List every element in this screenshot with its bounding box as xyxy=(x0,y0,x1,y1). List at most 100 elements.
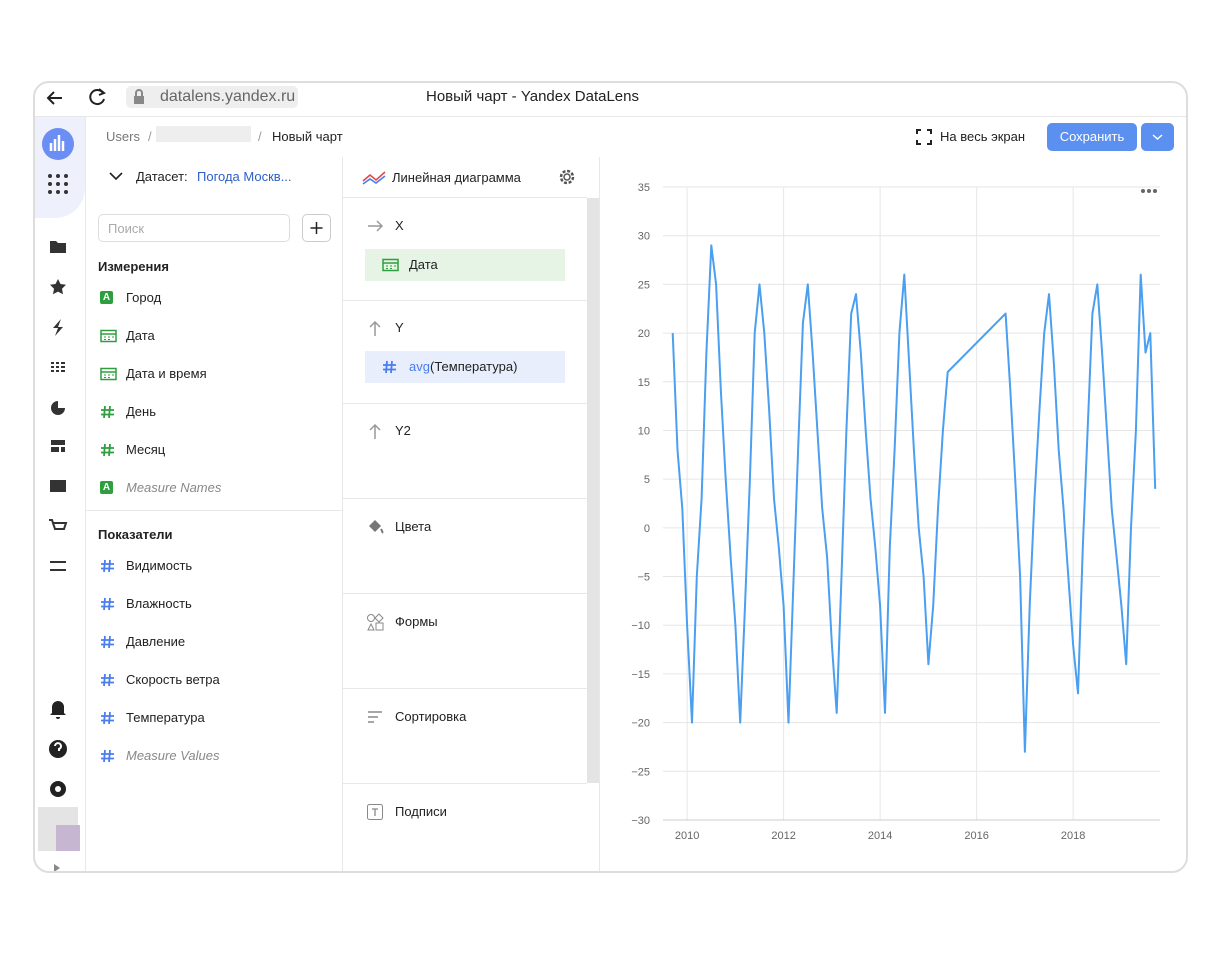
section-icon xyxy=(366,217,384,235)
connections-icon[interactable] xyxy=(53,319,63,336)
notifications-icon[interactable] xyxy=(50,701,66,719)
field[interactable]: Measure Names xyxy=(126,480,222,495)
x-tick-label: 2014 xyxy=(868,830,892,842)
field[interactable]: Город xyxy=(126,290,162,305)
chart-settings-icon[interactable] xyxy=(557,167,577,187)
fullscreen-icon[interactable] xyxy=(916,129,932,145)
type-icon xyxy=(100,673,116,687)
collapse-icon[interactable] xyxy=(108,170,124,184)
y-tick-label: 25 xyxy=(638,279,650,291)
scrollbar[interactable] xyxy=(587,198,599,783)
search-input[interactable]: Поиск xyxy=(98,214,290,242)
section-label: Подписи xyxy=(395,804,447,819)
field[interactable]: Видимость xyxy=(126,558,193,573)
section-label: Цвета xyxy=(395,519,432,534)
dimensions-title: Измерения xyxy=(98,259,169,274)
y-tick-label: 30 xyxy=(638,231,650,243)
favorites-icon[interactable] xyxy=(50,279,66,295)
save-button[interactable]: Сохранить xyxy=(1047,123,1137,151)
collections-icon[interactable] xyxy=(50,480,66,492)
y-tick-label: −20 xyxy=(631,718,650,730)
y-tick-label: −10 xyxy=(631,620,650,632)
field-name: Дата xyxy=(409,257,438,272)
section-label: Сортировка xyxy=(395,709,467,724)
field[interactable]: Температура xyxy=(126,710,205,725)
field[interactable]: Дата и время xyxy=(126,366,207,381)
type-icon xyxy=(382,360,398,374)
chart-type[interactable]: Линейная диаграмма xyxy=(392,170,521,185)
dashboards-icon[interactable] xyxy=(51,440,65,452)
market-icon[interactable] xyxy=(49,519,68,530)
dataset-label: Датасет: xyxy=(136,169,188,184)
section-label: X xyxy=(395,218,404,233)
section-label: Y xyxy=(395,320,404,335)
field[interactable]: Давление xyxy=(126,634,186,649)
tab-title: Новый чарт - Yandex DataLens xyxy=(426,88,639,105)
fullscreen-button[interactable]: На весь экран xyxy=(940,129,1026,144)
lock-icon xyxy=(134,89,144,104)
y-tick-label: −5 xyxy=(637,572,650,584)
y-tick-label: 10 xyxy=(638,425,650,437)
breadcrumb: Новый чарт xyxy=(272,129,343,144)
section-icon xyxy=(366,518,384,536)
type-icon xyxy=(100,711,116,725)
y-tick-label: 35 xyxy=(638,182,650,194)
field[interactable]: День xyxy=(126,404,156,419)
y-tick-label: 15 xyxy=(638,377,650,389)
x-tick-label: 2012 xyxy=(771,830,795,842)
type-icon xyxy=(100,329,117,343)
field-name: (Температура) xyxy=(430,359,518,374)
section-icon xyxy=(366,708,384,726)
save-menu-button[interactable] xyxy=(1141,123,1174,151)
field[interactable]: Месяц xyxy=(126,442,166,457)
dataset-name[interactable]: Погода Москв... xyxy=(197,169,292,184)
address-bar[interactable] xyxy=(126,86,298,108)
search-placeholder: Поиск xyxy=(108,221,145,236)
folder-icon[interactable] xyxy=(50,241,66,253)
chart: −30 −25 −20 −15 −10 −5 0 5 10 15 20 25 30 35 2010 2012 2… xyxy=(631,182,1160,842)
breadcrumb[interactable]: Users xyxy=(106,129,140,144)
back-button[interactable] xyxy=(44,88,66,108)
measures-title: Показатели xyxy=(98,527,173,542)
datasets-icon[interactable] xyxy=(51,362,65,372)
type-icon xyxy=(100,443,116,457)
y-tick-label: −15 xyxy=(631,669,650,681)
charts-icon[interactable] xyxy=(51,401,65,415)
browser-window xyxy=(33,81,1188,873)
url: datalens.yandex.ru xyxy=(160,88,296,105)
y-tick-label: −25 xyxy=(631,766,650,778)
field[interactable]: Скорость ветра xyxy=(126,672,220,687)
type-icon xyxy=(100,367,117,381)
add-field-button[interactable] xyxy=(302,214,331,242)
section-field[interactable] xyxy=(365,351,565,383)
data-line xyxy=(671,244,1157,753)
type-icon xyxy=(100,559,116,573)
chart-type-icon xyxy=(362,171,386,185)
y-tick-label: 20 xyxy=(638,328,650,340)
y-tick-label: 0 xyxy=(644,523,650,535)
x-tick-label: 2016 xyxy=(964,830,988,842)
field[interactable]: Дата xyxy=(126,328,155,343)
y-tick-label: −30 xyxy=(631,815,650,827)
section-icon xyxy=(366,613,384,631)
apps-icon[interactable] xyxy=(48,174,68,194)
section-icon xyxy=(366,803,384,821)
type-icon: A xyxy=(100,291,113,304)
x-tick-label: 2010 xyxy=(675,830,699,842)
field[interactable]: Measure Values xyxy=(126,748,220,763)
hidden-breadcrumb xyxy=(156,126,251,142)
type-icon xyxy=(100,597,116,611)
reload-button[interactable] xyxy=(88,87,108,107)
y-tick-label: 5 xyxy=(644,474,650,486)
type-icon xyxy=(100,635,116,649)
section-icon xyxy=(366,319,384,337)
chart-menu[interactable] xyxy=(1141,189,1157,193)
type-icon xyxy=(382,258,399,272)
field[interactable]: Влажность xyxy=(126,596,192,611)
x-tick-label: 2018 xyxy=(1061,830,1085,842)
type-icon xyxy=(100,749,116,763)
settings-icon[interactable] xyxy=(50,561,66,571)
